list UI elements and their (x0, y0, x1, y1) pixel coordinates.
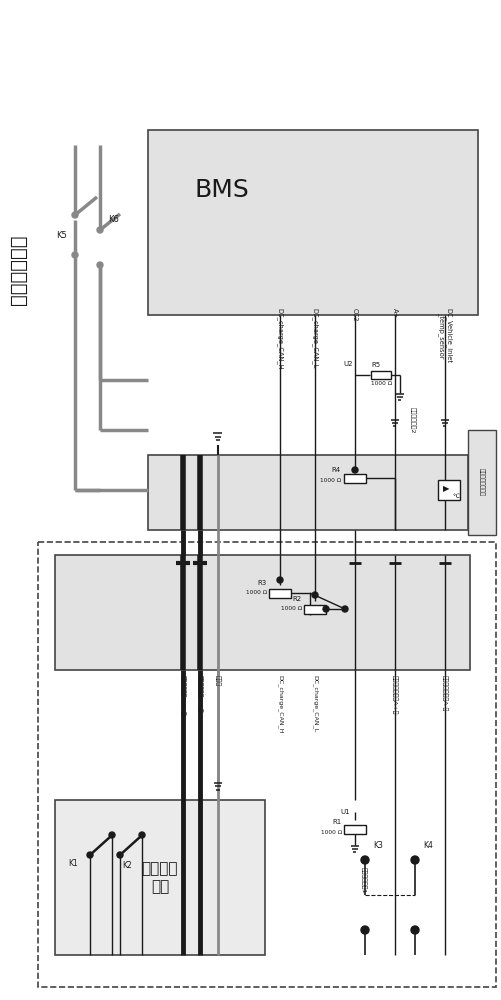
Text: DC_charge_CAN_H: DC_charge_CAN_H (277, 675, 282, 734)
Text: 1000 Ω: 1000 Ω (320, 830, 341, 834)
Bar (304, 604, 325, 613)
Circle shape (312, 592, 317, 598)
Text: K4: K4 (422, 840, 432, 850)
Text: 桦端直流充电接口: 桦端直流充电接口 (478, 468, 484, 496)
Bar (437, 480, 459, 500)
Bar (148, 455, 467, 530)
Bar (343, 474, 365, 483)
Text: R5: R5 (370, 362, 379, 368)
Circle shape (351, 467, 357, 473)
Text: ℃: ℃ (451, 494, 458, 499)
Text: DC_charge_CAN_H: DC_charge_CAN_H (276, 308, 283, 370)
Text: 车端高压回路: 车端高压回路 (9, 235, 28, 305)
Bar (343, 824, 365, 834)
Text: K5: K5 (56, 231, 67, 239)
Text: ▶: ▶ (442, 485, 448, 493)
Circle shape (277, 577, 283, 583)
Text: 低压辅助电源（A+）: 低压辅助电源（A+） (391, 675, 397, 714)
Circle shape (410, 926, 418, 934)
Text: U2: U2 (343, 361, 352, 367)
Bar (38, 542, 495, 987)
Text: K2: K2 (122, 860, 131, 869)
Text: R4: R4 (331, 467, 340, 473)
Text: 1000 Ω: 1000 Ω (280, 606, 302, 611)
Circle shape (72, 252, 78, 258)
Text: 控制导引
装置: 控制导引 装置 (141, 861, 178, 894)
Text: CC2: CC2 (351, 308, 357, 322)
Text: K6: K6 (108, 216, 119, 225)
Text: U1: U1 (340, 809, 349, 815)
Text: 1000 Ω: 1000 Ω (319, 478, 340, 483)
Circle shape (139, 832, 145, 838)
Circle shape (87, 852, 93, 858)
Circle shape (109, 832, 115, 838)
Text: BMS: BMS (194, 178, 249, 202)
Text: R2: R2 (292, 596, 302, 602)
Circle shape (410, 856, 418, 864)
Text: R1: R1 (332, 819, 341, 825)
Text: 低压辅助电源（A-）: 低压辅助电源（A-） (441, 675, 447, 711)
Bar (55, 800, 265, 955)
Text: DC_charge_CAN_L: DC_charge_CAN_L (311, 308, 318, 368)
Text: K1: K1 (68, 858, 78, 867)
Bar (55, 555, 469, 670)
Text: 充电连接确认1: 充电连接确认1 (360, 867, 366, 893)
Bar (148, 130, 477, 315)
Text: 充电连接确认2: 充电连接确认2 (409, 407, 415, 433)
Text: R3: R3 (257, 580, 267, 586)
Bar (370, 371, 390, 379)
Bar (269, 588, 291, 597)
Text: 底盘接: 底盘接 (215, 675, 220, 686)
Circle shape (360, 856, 368, 864)
Text: 直流电源正（DC+）: 直流电源正（DC+） (180, 675, 185, 716)
Circle shape (97, 262, 103, 268)
Circle shape (360, 926, 368, 934)
Text: A+: A+ (391, 308, 397, 318)
Text: 直流电源负（DC-）: 直流电源负（DC-） (197, 675, 202, 713)
Circle shape (72, 212, 78, 218)
Circle shape (341, 606, 347, 612)
Bar (467, 430, 495, 535)
Circle shape (117, 852, 123, 858)
Text: DC_charge_CAN_L: DC_charge_CAN_L (312, 675, 317, 732)
Text: K3: K3 (372, 840, 382, 850)
Text: 1000 Ω: 1000 Ω (245, 590, 267, 595)
Text: 1000 Ω: 1000 Ω (370, 381, 391, 386)
Circle shape (97, 227, 103, 233)
Circle shape (322, 606, 328, 612)
Text: DC_Vehicle_inlet
_temp_sensor: DC_Vehicle_inlet _temp_sensor (437, 308, 451, 363)
